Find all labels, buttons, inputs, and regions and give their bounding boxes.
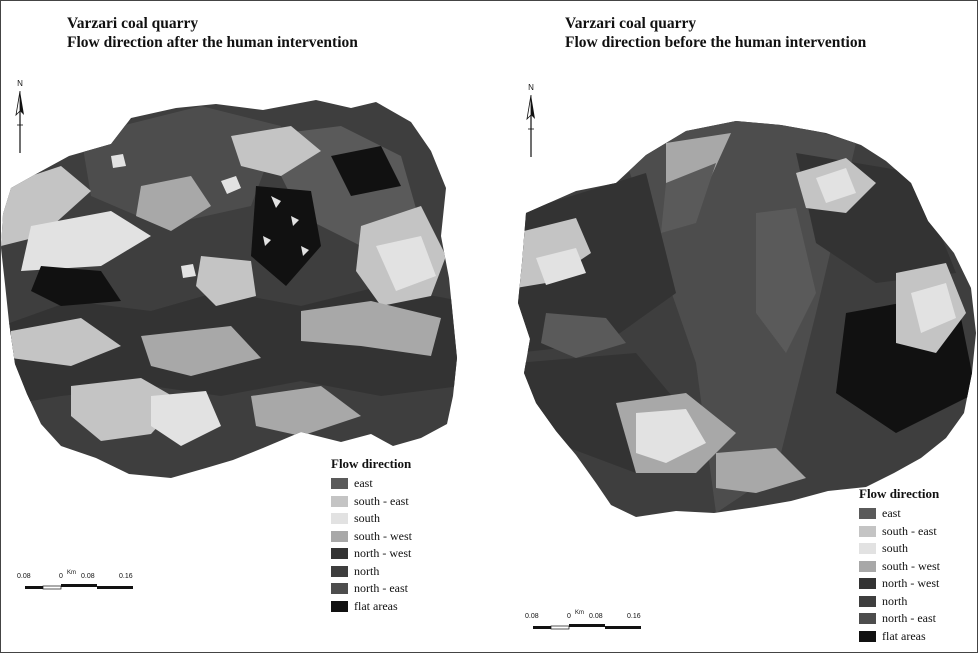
legend-item: flat areas — [859, 628, 940, 646]
scale-tick-label: 0 — [59, 573, 63, 580]
scale-tick-label: 0.08 — [17, 573, 31, 580]
scale-unit: Km — [67, 570, 76, 576]
legend-label: flat areas — [354, 598, 398, 613]
legend-swatch — [331, 513, 348, 525]
legend-item: south — [859, 540, 940, 558]
legend-title: Flow direction — [859, 486, 940, 501]
legend-label: south — [882, 541, 909, 556]
map-panel-after: Varzari coal quarry Flow direction after… — [1, 1, 501, 652]
map-title-line2: Flow direction after the human intervent… — [67, 34, 358, 51]
legend-item: south - east — [859, 523, 940, 541]
legend-label: south - west — [882, 558, 940, 573]
map-title-line2: Flow direction before the human interven… — [565, 34, 867, 51]
legend-swatch — [859, 525, 876, 537]
flow-direction-map-after — [1, 100, 457, 478]
scale-unit: Km — [575, 610, 584, 616]
legend-item: north - east — [331, 580, 412, 598]
legend-label: south - west — [354, 528, 412, 543]
legend-swatch — [859, 613, 876, 625]
scale-bar-graphic — [25, 584, 133, 590]
map-title-before: Varzari coal quarry Flow direction befor… — [565, 14, 866, 52]
legend-item: east — [859, 505, 940, 523]
north-arrow-icon — [526, 95, 535, 157]
legend-item: south — [331, 510, 412, 528]
legend-swatch — [331, 600, 348, 612]
scale-tick-label: 0 — [567, 613, 571, 620]
legend-swatch — [331, 548, 348, 560]
legend-swatch — [331, 565, 348, 577]
scale-tick-label: 0.08 — [589, 613, 603, 620]
legend-label: north - west — [354, 546, 412, 561]
legend-label: east — [354, 476, 373, 491]
legend-label: south — [354, 511, 381, 526]
legend-swatch — [331, 495, 348, 507]
map-title-line1: Varzari coal quarry — [565, 15, 697, 32]
legend-item: north - west — [331, 545, 412, 563]
legend-item: north — [859, 593, 940, 611]
north-label: N — [17, 79, 23, 88]
legend: Flow direction east south - east south s… — [859, 486, 940, 645]
legend-label: north - west — [882, 576, 940, 591]
legend-label: east — [882, 506, 901, 521]
legend-label: south - east — [882, 523, 937, 538]
north-arrow-icon — [15, 91, 24, 153]
legend-item: east — [331, 475, 412, 493]
legend-swatch — [331, 530, 348, 542]
scale-tick-label: 0.08 — [81, 573, 95, 580]
legend-title: Flow direction — [331, 456, 412, 471]
flow-direction-map-before — [518, 121, 976, 517]
map-title-after: Varzari coal quarry Flow direction after… — [67, 14, 358, 52]
legend-item: south - west — [331, 528, 412, 546]
legend-label: flat areas — [882, 628, 926, 643]
legend-swatch — [331, 583, 348, 595]
legend-item: south - east — [331, 493, 412, 511]
legend-item: south - west — [859, 558, 940, 576]
legend-item: flat areas — [331, 598, 412, 616]
legend-item: north - east — [859, 610, 940, 628]
legend-label: north — [354, 563, 380, 578]
legend: Flow direction east south - east south s… — [331, 456, 412, 615]
legend-swatch — [331, 478, 348, 490]
scale-tick-label: 0.16 — [119, 573, 133, 580]
legend-swatch — [859, 508, 876, 520]
legend-item: north — [331, 563, 412, 581]
legend-swatch — [859, 595, 876, 607]
map-title-line1: Varzari coal quarry — [67, 15, 199, 32]
legend-item: north - west — [859, 575, 940, 593]
legend-swatch — [859, 543, 876, 555]
legend-swatch — [859, 560, 876, 572]
scale-bar-graphic — [533, 624, 641, 630]
north-label: N — [528, 83, 534, 92]
map-panel-before: Varzari coal quarry Flow direction befor… — [501, 1, 977, 652]
legend-label: north — [882, 593, 908, 608]
legend-label: north - east — [882, 611, 936, 626]
scale-tick-label: 0.08 — [525, 613, 539, 620]
legend-label: south - east — [354, 493, 409, 508]
legend-swatch — [859, 578, 876, 590]
legend-label: north - east — [354, 581, 408, 596]
scale-tick-label: 0.16 — [627, 613, 641, 620]
legend-swatch — [859, 630, 876, 642]
